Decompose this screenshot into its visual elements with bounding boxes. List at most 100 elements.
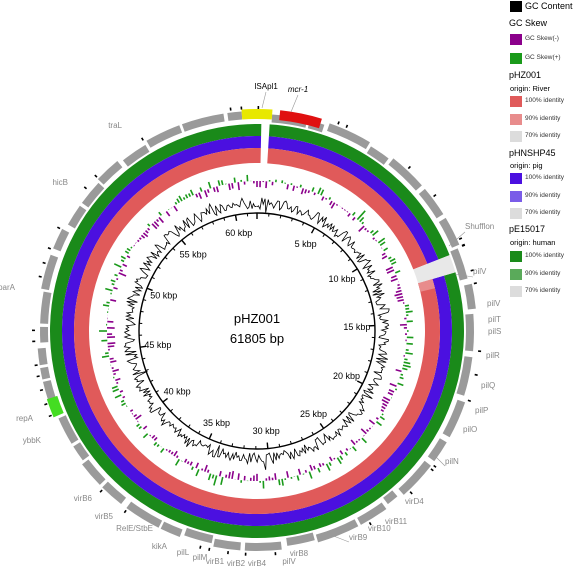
feature-mark <box>467 399 472 402</box>
gc-skew-bar <box>142 425 148 430</box>
source-3-level-1: 100% identity <box>508 250 576 264</box>
gc-skew-bar <box>184 194 189 199</box>
tick-label: 40 kbp <box>164 387 191 397</box>
gc-skew-bar <box>389 382 397 387</box>
gene-label-pilv: pilV <box>282 557 296 566</box>
gc-skew-bar <box>405 307 410 310</box>
gc-skew-bar <box>113 372 117 376</box>
gc-skew-bar <box>286 471 289 478</box>
gc-skew-bar <box>153 441 158 446</box>
feature-mark <box>36 375 40 378</box>
gc-skew-bar <box>355 440 358 444</box>
feature-mark <box>83 186 88 190</box>
identity-ring-phz001-arc-1 <box>267 148 428 270</box>
gc-skew-bar <box>233 177 236 183</box>
gc-skew-bar <box>406 342 413 345</box>
tick-label: 20 kbp <box>333 371 360 381</box>
gc-skew-bar <box>130 246 133 249</box>
gene-block <box>438 217 460 248</box>
plasmid-name: pHZ001 <box>234 311 280 326</box>
gene-block <box>227 111 243 121</box>
gc-skew-bar <box>328 462 332 466</box>
gene-label-hicb: hicB <box>52 178 68 187</box>
gc-skew-bar <box>351 211 356 216</box>
gc-skew-bar <box>402 367 408 371</box>
minor-tick <box>190 232 194 236</box>
gc-skew-bar <box>129 409 134 413</box>
gc-skew-bar <box>347 212 351 217</box>
minor-tick <box>300 436 304 441</box>
minor-tick <box>340 249 344 253</box>
gene-block <box>427 438 447 462</box>
gc-skew-bar <box>350 439 356 446</box>
minor-tick <box>178 417 182 420</box>
tick-label: 25 kbp <box>300 409 327 419</box>
gc-skew-bar <box>370 229 374 234</box>
gene-labels: mcr-1ISApl1traLhicBparArepAybbKvirB6virB… <box>0 82 501 568</box>
gene-block <box>40 291 52 324</box>
source-3-level-3: 70% identity <box>508 285 576 299</box>
gene-block <box>184 527 214 544</box>
gc-skew-bar <box>156 218 160 223</box>
gc-skew-bar <box>329 200 333 206</box>
gc-skew-bar <box>206 469 210 473</box>
gene-label-repa: repA <box>16 414 34 423</box>
gc-skew-bar <box>336 457 342 465</box>
gc-skew-bar <box>174 201 178 205</box>
gc-skew-bar <box>394 292 403 297</box>
gc-skew-bar <box>107 342 116 345</box>
minor-tick <box>223 217 226 221</box>
gc-skew-bar <box>195 462 200 469</box>
gc-skew-bar <box>106 301 110 304</box>
label-leader-line <box>435 456 446 467</box>
source-3-level-2: 90% identity <box>508 268 576 282</box>
gc-content-track <box>123 197 390 470</box>
gene-label-ybbk: ybbK <box>23 436 42 445</box>
gene-block <box>315 519 359 543</box>
kbp-scale: 5 kbp 10 kbp 15 kbp 20 kbp 25 kbp 30 kbp 35 kb… <box>138 212 376 450</box>
gene-block <box>286 532 315 546</box>
minor-tick <box>231 443 234 447</box>
gene-block <box>366 146 389 165</box>
gc-skew-bar <box>158 211 163 216</box>
gc-skew-bar <box>404 358 408 361</box>
gene-block <box>388 158 422 191</box>
feature-mark <box>433 464 437 468</box>
gc-content-line <box>123 197 390 470</box>
gc-skew-bar <box>116 277 119 281</box>
gc-skew-bar <box>372 230 379 237</box>
gc-skew-bar <box>207 181 212 189</box>
gene-block <box>464 283 476 310</box>
gc-skew-track <box>99 174 414 489</box>
gene-block <box>102 481 127 505</box>
gene-block <box>126 501 163 528</box>
feature-mark <box>409 491 413 495</box>
gc-skew-bar <box>102 304 110 307</box>
gene-block <box>181 113 225 132</box>
gc-skew-bar <box>142 232 149 238</box>
minor-tick <box>364 289 368 292</box>
tick-label: 50 kbp <box>150 290 177 300</box>
gc-skew-bar <box>402 364 411 368</box>
gene-label-virb11: virB11 <box>385 517 408 526</box>
gene-block <box>442 399 466 438</box>
gc-skew-bar <box>304 469 308 473</box>
gc-skew-bar <box>387 391 394 396</box>
feature-mark <box>48 414 52 418</box>
gc-skew-bar <box>351 446 357 452</box>
minor-tick <box>279 215 282 219</box>
source-1-level-2-label: 90% identity <box>525 115 561 122</box>
gc-skew-bar <box>119 389 124 393</box>
gc-skew-bar <box>137 239 140 243</box>
gc-skew-bar <box>237 182 240 191</box>
feature-mark <box>141 137 144 141</box>
source-2-level-1: 100% identity <box>508 172 576 186</box>
gc-skew-bar <box>339 450 344 455</box>
gc-skew-bar <box>176 198 180 204</box>
gc-skew-bar <box>389 258 396 263</box>
gene-block <box>67 205 87 229</box>
gc-skew-bar <box>330 202 336 209</box>
gene-label-pilq: pilQ <box>481 381 495 390</box>
gc-skew-bar <box>237 473 240 480</box>
gc-skew-bar <box>174 458 180 466</box>
